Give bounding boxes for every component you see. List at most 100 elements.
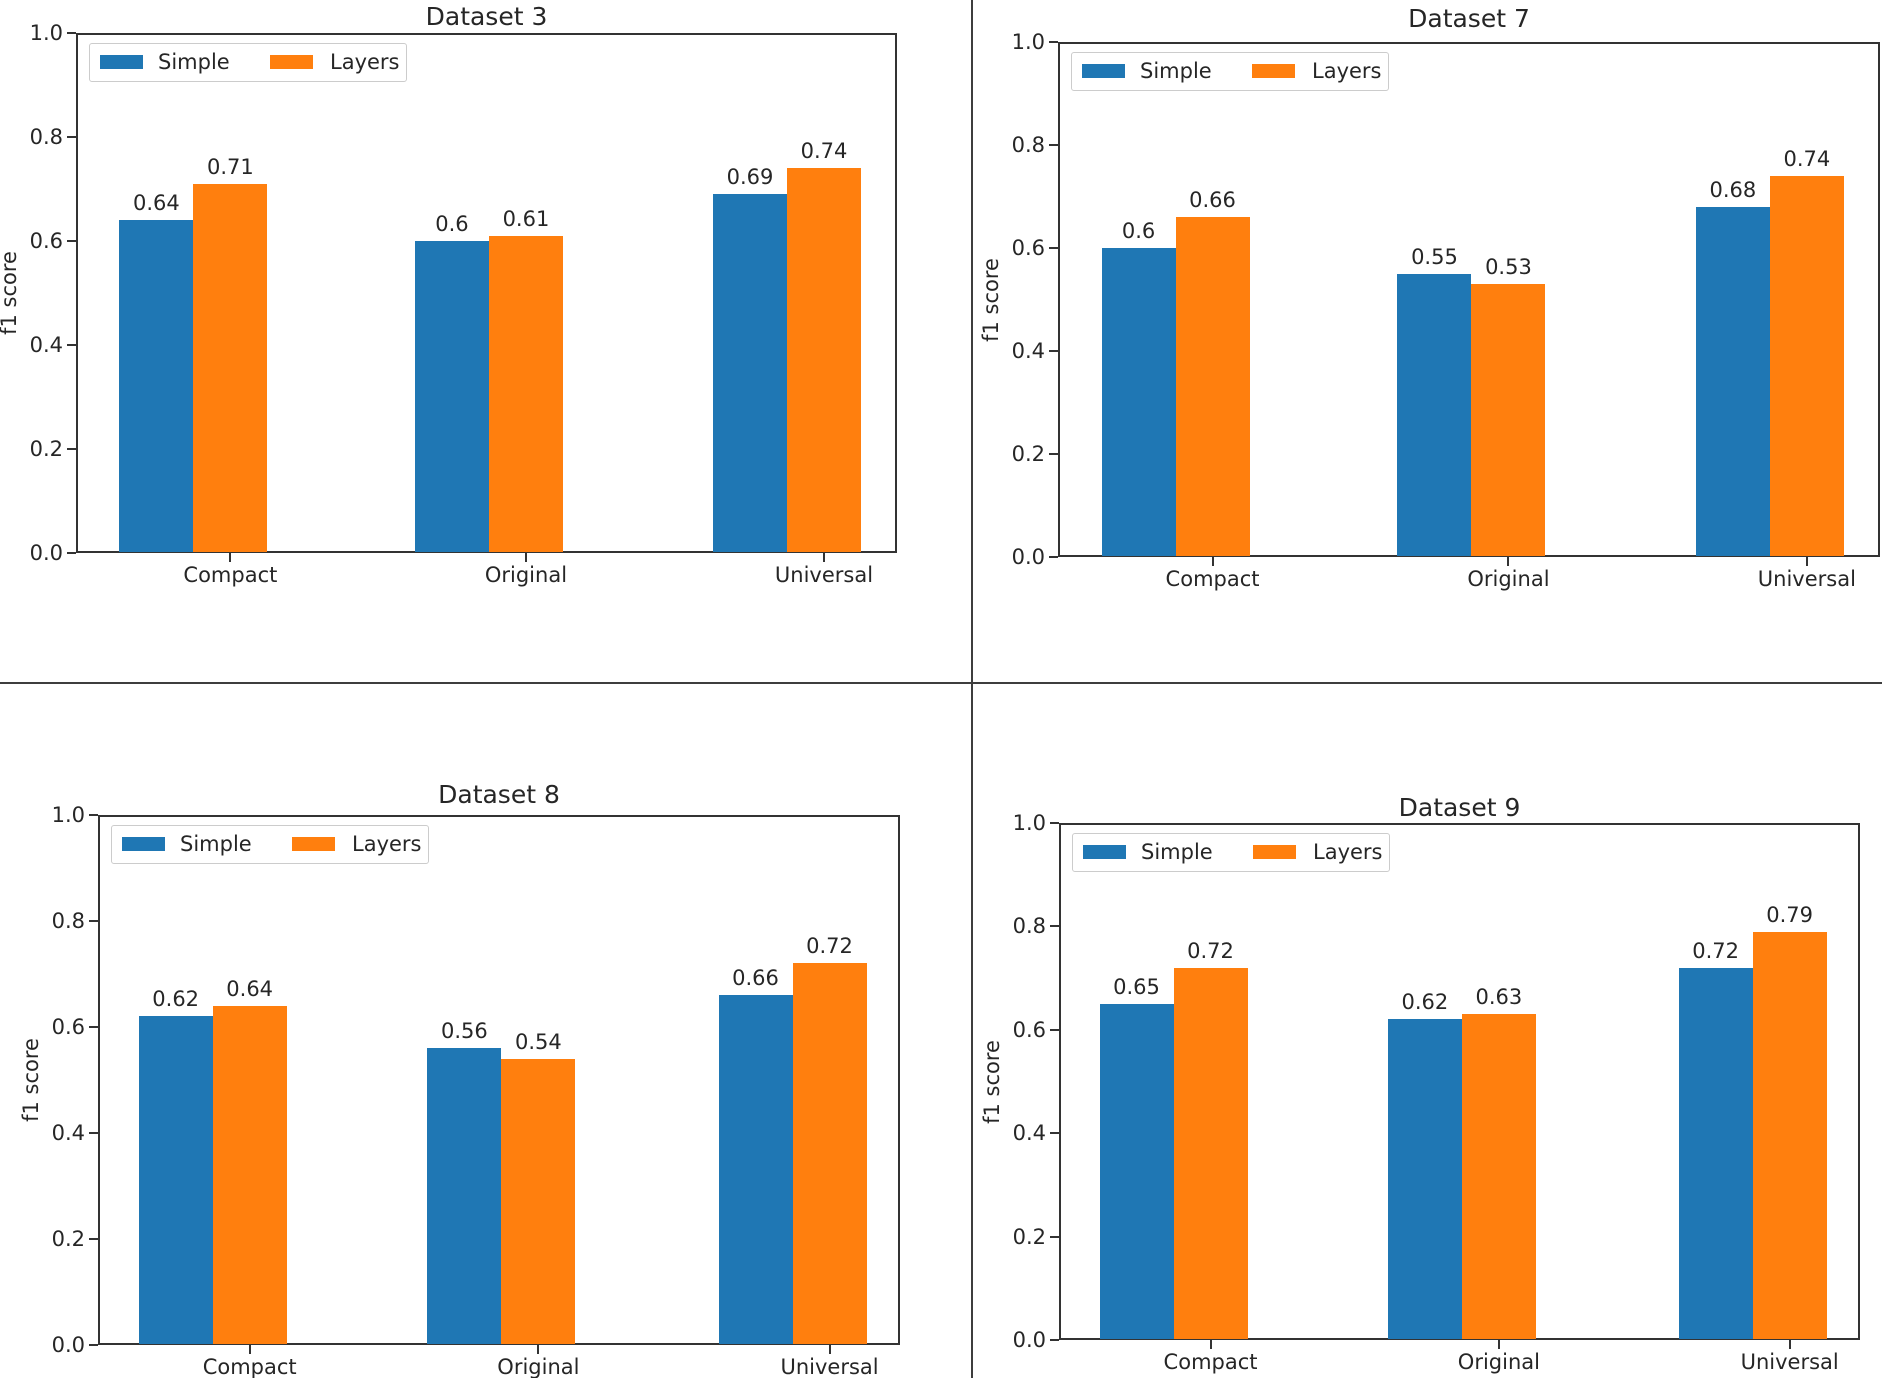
y-tick-mark [67,344,76,346]
x-tick-mark [1788,1340,1791,1349]
y-tick-label: 0.8 [51,909,85,933]
bar-layers [501,1058,576,1344]
legend-label: Simple [1140,59,1212,83]
x-tick-label: Universal [774,563,874,587]
y-tick-mark [67,136,76,138]
y-tick-label: 0.6 [1011,236,1045,260]
y-tick-mark [1050,1235,1059,1238]
y-tick-mark [1050,1028,1059,1031]
bar-simple [1695,206,1770,556]
bar-simple [138,1016,213,1344]
y-tick-label: 0.4 [29,333,63,357]
x-tick-mark [1805,557,1808,566]
y-tick-label: 0.4 [1012,1121,1046,1146]
x-tick-mark [822,553,825,562]
bar-simple [1387,1019,1462,1339]
bar-layers [1471,284,1546,556]
vertical-divider [971,0,973,1378]
plot-box [98,815,900,1345]
x-tick-label: Universal [1740,1350,1839,1374]
bar-simple [427,1048,502,1344]
legend-swatch-layers [1253,845,1296,859]
legend-swatch-layers [292,837,335,851]
legend-label: Simple [1141,840,1213,864]
y-tick-label: 0.0 [51,1333,85,1357]
y-axis-label: f1 score [19,1038,43,1122]
legend-label: Layers [1313,840,1383,864]
y-tick-mark [1050,1339,1059,1341]
legend-label: Layers [330,50,400,74]
x-tick-label: Original [1457,1350,1540,1374]
x-tick-label: Compact [202,1355,297,1378]
bar-value-label: 0.66 [732,966,779,991]
y-tick-mark [67,32,76,34]
legend-label: Simple [158,50,230,74]
y-tick-mark [1049,144,1058,146]
bar-simple [1678,967,1753,1339]
bar-value-label: 0.54 [515,1029,562,1054]
y-tick-mark [1050,925,1059,928]
bar-layers [488,235,563,552]
legend-label: Layers [1312,59,1382,83]
y-tick-label: 0.0 [1011,545,1045,569]
plot-box [1058,42,1880,557]
x-tick-label: Compact [183,563,278,587]
y-tick-label: 0.4 [1011,339,1045,363]
chart-title: Dataset 3 [425,2,548,31]
bar-simple [718,995,793,1344]
y-tick-label: 1.0 [29,21,63,45]
x-tick-mark [229,553,232,562]
legend-swatch-layers [270,55,313,69]
chart-title: Dataset 9 [1398,793,1521,822]
y-tick-mark [89,1238,98,1240]
bar-value-label: 0.65 [1113,974,1160,999]
bar-value-label: 0.61 [502,206,550,231]
bar-simple [119,220,194,552]
bar-layers [212,1005,287,1344]
bar-value-label: 0.6 [435,212,469,236]
y-tick-label: 1.0 [51,803,85,827]
y-tick-mark [89,814,98,816]
y-axis-label: f1 score [979,257,1003,342]
x-tick-mark [1497,1340,1500,1349]
x-tick-mark [537,1345,540,1354]
bar-simple [1101,248,1176,556]
y-tick-mark [67,240,76,242]
legend-label: Simple [180,832,252,856]
bar-value-label: 0.74 [800,139,848,164]
y-tick-mark [89,1132,98,1134]
bar-value-label: 0.72 [1187,938,1234,963]
bar-value-label: 0.53 [1485,255,1532,280]
y-tick-label: 1.0 [1011,30,1045,54]
bar-value-label: 0.68 [1709,177,1757,202]
x-tick-label: Original [1467,567,1550,591]
bar-layers [1173,967,1248,1339]
x-tick-label: Original [484,563,568,587]
bar-value-label: 0.79 [1766,902,1814,927]
y-tick-mark [89,1026,98,1028]
y-tick-mark [67,552,76,554]
bar-layers [1769,175,1844,556]
y-tick-label: 0.0 [29,541,63,565]
y-tick-label: 0.8 [1011,133,1045,157]
y-tick-label: 0.6 [51,1015,85,1039]
y-tick-label: 0.4 [51,1121,85,1145]
bar-value-label: 0.64 [133,191,180,216]
horizontal-divider [0,682,1882,684]
bar-layers [792,963,867,1344]
y-tick-mark [1050,822,1059,824]
bar-value-label: 0.64 [226,976,274,1001]
bar-value-label: 0.62 [1401,990,1449,1015]
x-tick-label: Compact [1163,1350,1258,1374]
y-tick-label: 0.8 [29,125,63,149]
y-tick-label: 0.6 [1012,1017,1046,1042]
bar-value-label: 0.72 [806,934,853,959]
legend-swatch-simple [1083,845,1126,859]
y-tick-label: 0.2 [29,437,63,461]
y-tick-label: 0.2 [1012,1224,1046,1249]
y-tick-label: 1.0 [1012,811,1046,835]
bar-simple [1397,273,1472,556]
y-tick-label: 0.6 [29,229,63,253]
bar-value-label: 0.62 [152,987,200,1012]
